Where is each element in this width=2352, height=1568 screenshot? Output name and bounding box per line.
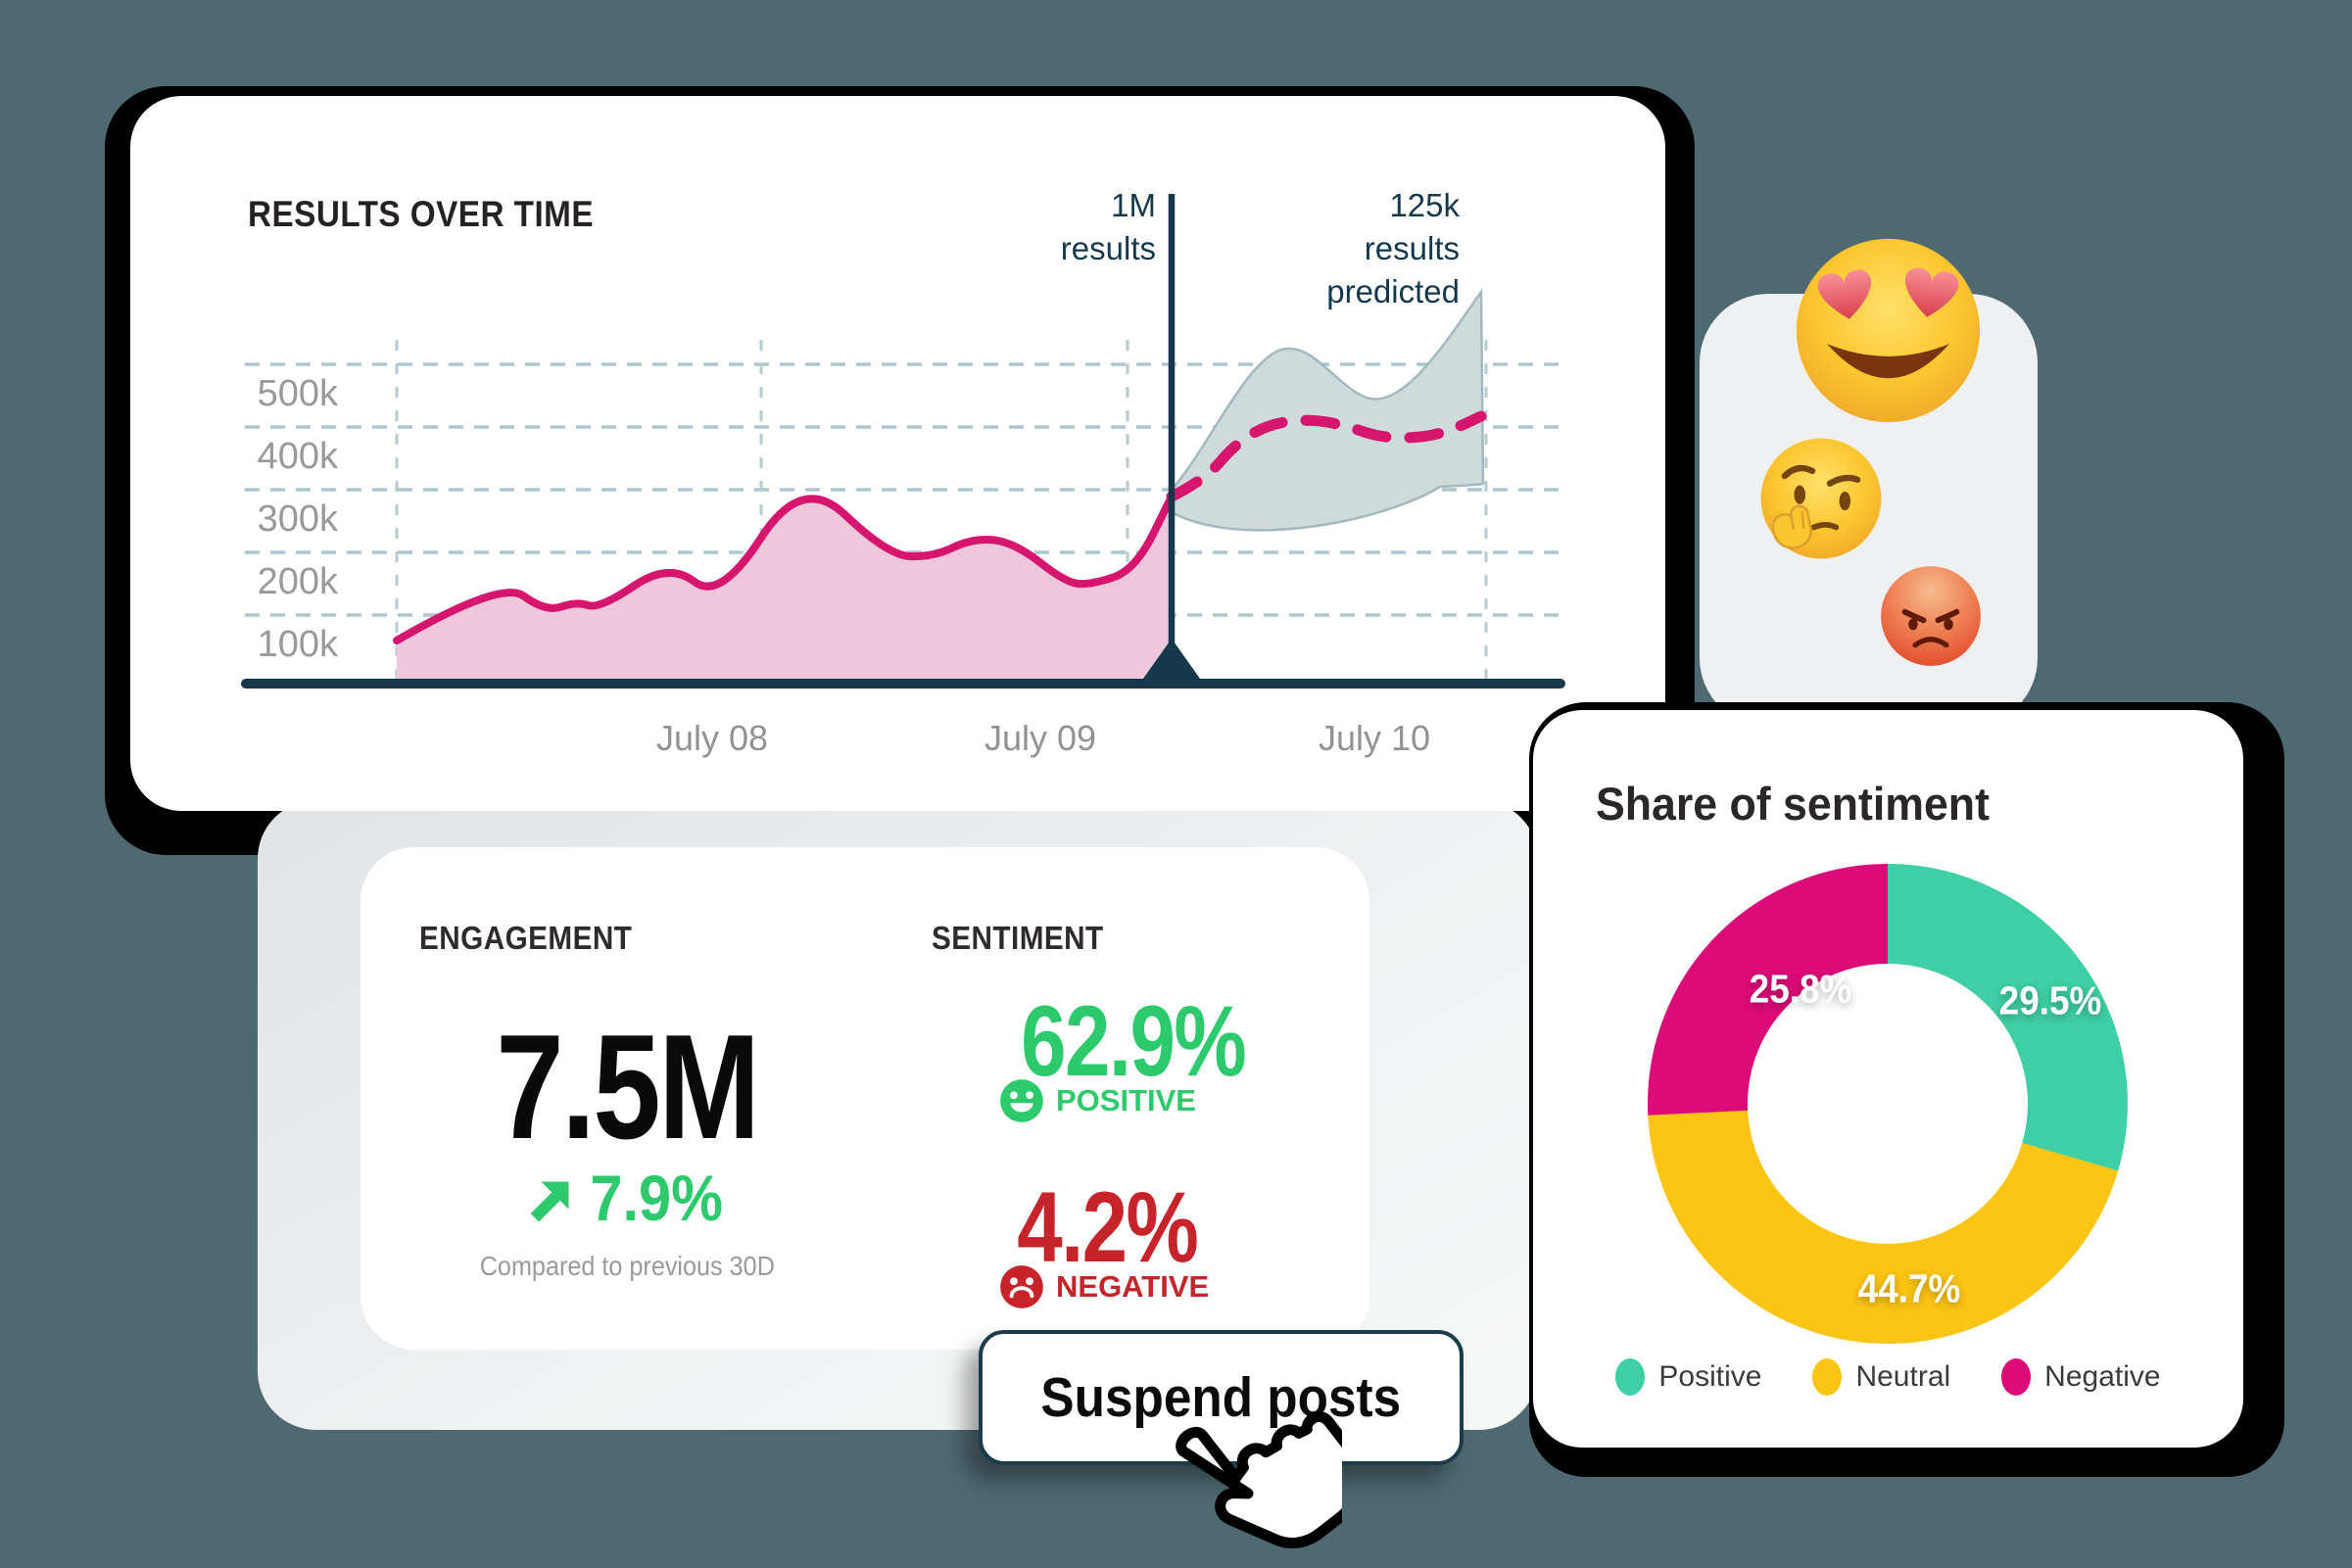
heart-eyes-emoji [1796, 238, 1981, 423]
engagement-heading: ENGAGEMENT [419, 920, 633, 956]
y-tick: 500k [258, 373, 339, 414]
results-series-line [393, 493, 1176, 644]
negative-legend-dot [2001, 1358, 2032, 1396]
now-annotation: 1M results [1060, 187, 1156, 266]
angry-emoji [1881, 566, 1981, 666]
share-of-sentiment-title: Share of sentiment [1596, 778, 1990, 830]
negative-label: NEGATIVE [1056, 1269, 1210, 1304]
negative-frown-icon [1000, 1265, 1043, 1308]
donut-segment-neutral [1648, 864, 2128, 1344]
x-tick: July 08 [656, 718, 768, 758]
negative-sentiment-row: NEGATIVE [999, 1264, 1209, 1309]
thinking-emoji [1760, 438, 1882, 559]
prediction-annotation: 125k results predicted [1326, 187, 1460, 309]
positive-label: POSITIVE [1056, 1083, 1196, 1117]
donut-segment-negative [1648, 864, 2128, 1344]
results-chart-title: RESULTS OVER TIME [248, 194, 595, 234]
forecast-confidence-band [1170, 288, 1485, 532]
negative-sentiment-value: 4.2% [1016, 1171, 1199, 1283]
y-tick: 200k [258, 561, 339, 602]
sentiment-donut-chart [1648, 864, 2128, 1344]
neutral-legend-dot [1812, 1358, 1843, 1396]
suspend-posts-button[interactable]: Suspend posts [979, 1330, 1464, 1465]
forecast-dashed-line [1166, 410, 1487, 502]
arrow-up-right-icon [530, 1181, 569, 1222]
stats-card: ENGAGEMENT 7.5M 7.9% Compared to previou… [360, 847, 1369, 1350]
x-tick: July 09 [984, 718, 1096, 758]
legend-item-neutral: Neutral [1812, 1358, 1950, 1396]
positive-legend-dot [1615, 1358, 1646, 1396]
positive-sentiment-value: 62.9% [1021, 985, 1248, 1097]
legend-item-positive: Positive [1615, 1358, 1761, 1396]
results-over-time-card: RESULTS OVER TIME 1M results 125k result… [130, 96, 1665, 811]
legend-item-negative: Negative [2001, 1358, 2161, 1396]
donut-legend: Positive Neutral Negative [1533, 1358, 2243, 1396]
positive-share-label: 29.5% [1998, 977, 2102, 1023]
engagement-trend: 7.9% [416, 1161, 838, 1235]
positive-smiley-icon [1000, 1079, 1043, 1122]
now-marker-triangle [1138, 639, 1205, 686]
hand-pointer-icon [1176, 1411, 1342, 1548]
y-tick: 400k [258, 436, 339, 477]
x-tick: July 10 [1319, 718, 1430, 758]
share-of-sentiment-card: Share of sentiment 25.8% 29.5% 44.7% Pos… [1533, 710, 2243, 1448]
legend-label: Positive [1658, 1360, 1762, 1393]
negative-share-label: 25.8% [1749, 966, 1852, 1012]
neutral-share-label: 44.7% [1857, 1265, 1961, 1311]
y-tick: 100k [258, 624, 339, 665]
legend-label: Neutral [1855, 1360, 1951, 1393]
legend-label: Negative [2044, 1360, 2161, 1393]
engagement-note: Compared to previous 30D [479, 1251, 775, 1281]
y-tick: 300k [258, 499, 339, 540]
engagement-value: 7.5M [496, 1004, 760, 1170]
positive-sentiment-row: POSITIVE [999, 1078, 1196, 1123]
sentiment-heading: SENTIMENT [932, 920, 1104, 956]
results-line-chart: 500k 400k 300k 200k 100k July 08 July 09… [241, 194, 1565, 758]
